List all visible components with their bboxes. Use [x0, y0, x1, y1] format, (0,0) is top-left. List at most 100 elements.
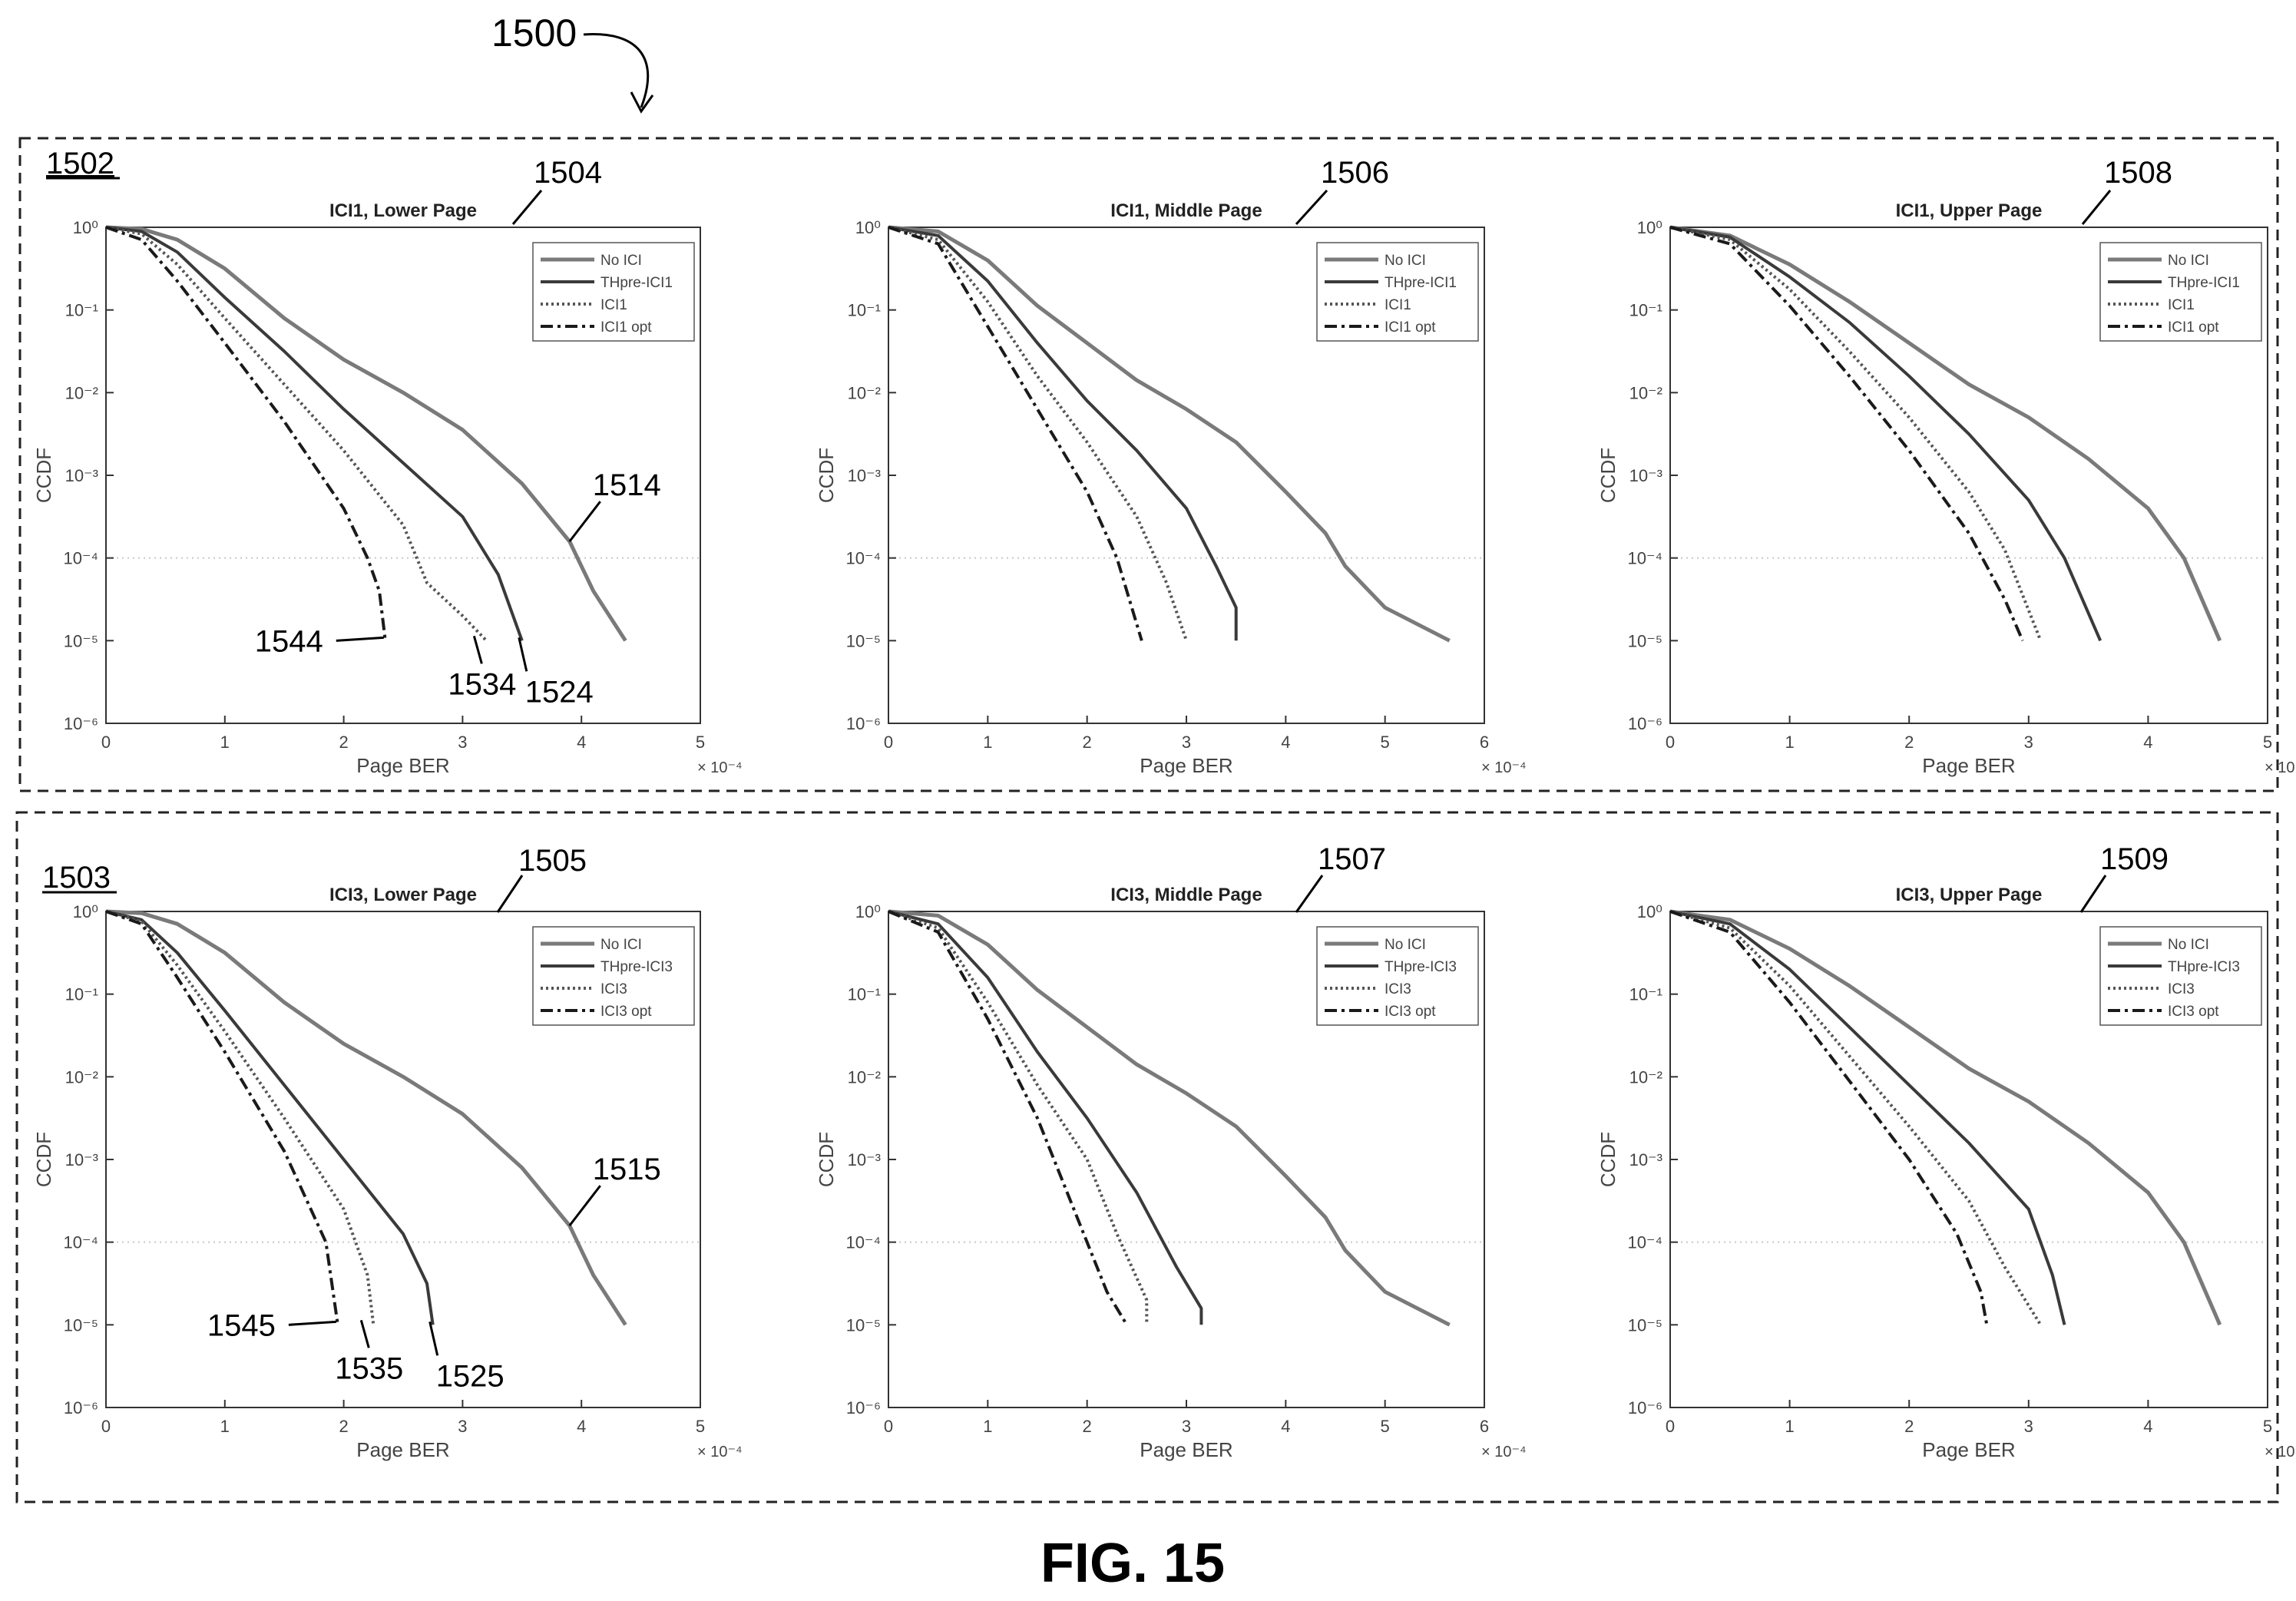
x-tick-label: 5	[696, 733, 705, 752]
series-line-thpre-ici3	[105, 910, 435, 1325]
legend-entry: THpre-ICI3	[2168, 959, 2240, 975]
y-tick-label: 10⁻⁶	[1628, 1398, 1662, 1417]
chart-panel-1506: 0 1 2 3 4 5 6 10⁰ 10⁻¹ 10⁻² 10⁻³ 10⁻⁴ 10⁻⁵ 10⁻⁶ Page B…	[815, 156, 1527, 777]
x-tick-label: 6	[1480, 733, 1489, 752]
x-tick-label: 0	[884, 733, 893, 752]
y-axis-label: CCDF	[815, 448, 838, 503]
x-axis-label: Page BER	[1140, 1438, 1232, 1461]
series-line-ici1	[105, 226, 488, 642]
legend-entry: No ICI	[2168, 937, 2209, 953]
chart-ref-leader	[2081, 190, 2112, 225]
y-tick-label: 10⁻²	[848, 383, 881, 402]
y-tick-label: 10⁻¹	[848, 301, 881, 320]
series-line-ici1	[1669, 226, 2043, 642]
series-line-ici1-opt	[105, 226, 387, 641]
series-line-no-ici	[888, 225, 1451, 643]
y-tick-label: 10⁰	[1637, 902, 1662, 921]
series-line-no-ici	[888, 909, 1451, 1327]
legend: No ICI THpre-ICI1 ICI1 ICI1 opt	[532, 242, 695, 342]
series-ref-leader	[568, 1185, 601, 1227]
chart-ref-label: 1509	[2100, 842, 2169, 876]
x-tick-label: 2	[1904, 733, 1914, 752]
legend: No ICI THpre-ICI3 ICI3 ICI3 opt	[1316, 926, 1479, 1026]
y-axis-label: CCDF	[815, 1132, 838, 1187]
y-tick-label: 10⁻³	[848, 1150, 881, 1169]
legend-entry: ICI1	[600, 297, 627, 313]
chart-ref-leader	[1295, 189, 1328, 226]
series-ref-leader	[518, 637, 528, 672]
chart-title: ICI3, Middle Page	[1110, 885, 1262, 905]
x-tick-label: 4	[2143, 1417, 2152, 1436]
x-tick-label: 1	[983, 1417, 992, 1436]
series-line-ici3	[1669, 910, 2043, 1326]
series-line-thpre-ici1	[105, 226, 524, 641]
y-tick-label: 10⁻¹	[1629, 301, 1662, 320]
series-line-ici3-opt	[105, 910, 339, 1325]
x-tick-label: 1	[1785, 733, 1794, 752]
y-tick-label: 10⁰	[855, 218, 881, 237]
x-tick-label: 2	[339, 733, 348, 752]
legend-entry: No ICI	[600, 253, 642, 269]
y-tick-label: 10⁻²	[1629, 1067, 1662, 1087]
y-tick-label: 10⁻¹	[65, 985, 98, 1004]
chart-title: ICI1, Lower Page	[329, 200, 477, 221]
series-line-thpre-ici3	[888, 910, 1203, 1325]
series-line-ici1	[888, 226, 1188, 641]
series-ref-leader	[336, 636, 384, 642]
legend-entry: ICI3 opt	[1385, 1004, 1436, 1020]
y-tick-label: 10⁰	[73, 902, 98, 921]
series-line-ici3-opt	[888, 910, 1129, 1326]
x-axis-label: Page BER	[1922, 1438, 2015, 1461]
series-ref-label: 1514	[593, 468, 661, 502]
x-multiplier: × 10⁻⁴	[1481, 759, 1527, 776]
y-tick-label: 10⁻³	[1629, 466, 1662, 485]
chart-ref-leader	[496, 875, 524, 913]
x-tick-label: 4	[1281, 1417, 1290, 1436]
series-line-ici3-opt	[1669, 910, 1989, 1325]
legend-entry: THpre-ICI3	[1385, 959, 1457, 975]
chart-ref-leader	[1295, 875, 1324, 913]
x-tick-label: 5	[1381, 1417, 1390, 1436]
y-tick-label: 10⁻²	[65, 383, 98, 402]
x-tick-label: 1	[220, 1417, 230, 1436]
x-tick-label: 0	[1666, 733, 1675, 752]
x-tick-label: 1	[983, 733, 992, 752]
series-line-thpre-ici3	[1669, 910, 2066, 1325]
y-tick-label: 10⁻²	[65, 1067, 98, 1087]
y-tick-label: 10⁻⁴	[63, 549, 98, 568]
legend-entry: ICI3	[1385, 981, 1411, 997]
series-line-ici3	[888, 910, 1149, 1325]
legend-entry: ICI3 opt	[600, 1004, 652, 1020]
chart-panel-1509: 0 1 2 3 4 5 10⁰ 10⁻¹ 10⁻² 10⁻³ 10⁻⁴ 10⁻⁵ 10⁻⁶ Page BE…	[1596, 842, 2296, 1461]
series-ref-label: 1534	[448, 667, 516, 701]
x-tick-label: 2	[339, 1417, 348, 1436]
group-box-1503	[15, 811, 2279, 1503]
x-axis-label: Page BER	[356, 754, 449, 777]
y-tick-label: 10⁻⁵	[1628, 631, 1662, 650]
y-tick-label: 10⁻³	[65, 466, 98, 485]
x-tick-label: 3	[2024, 1417, 2033, 1436]
y-tick-label: 10⁻³	[65, 1150, 98, 1169]
series-line-no-ici	[1669, 909, 2222, 1326]
x-multiplier: × 10⁻⁴	[697, 1444, 743, 1460]
legend-entry: No ICI	[600, 937, 642, 953]
legend-entry: THpre-ICI1	[2168, 275, 2240, 291]
chart-title: ICI3, Upper Page	[1896, 885, 2043, 905]
chart-ref-label: 1504	[534, 156, 602, 190]
x-tick-label: 3	[1182, 733, 1191, 752]
series-ref-leader	[472, 635, 483, 664]
y-tick-label: 10⁻⁶	[64, 714, 98, 733]
series-ref-label: 1515	[593, 1153, 661, 1186]
legend-entry: THpre-ICI1	[1385, 275, 1457, 291]
y-tick-label: 10⁻⁶	[1628, 714, 1662, 733]
chart-ref-label: 1505	[518, 844, 587, 878]
group-ref-1502: 1502	[46, 147, 114, 180]
y-tick-label: 10⁰	[1637, 218, 1662, 237]
legend-entry: ICI1	[2168, 297, 2195, 313]
y-tick-label: 10⁻¹	[1629, 985, 1662, 1004]
legend-entry: ICI3 opt	[2168, 1004, 2219, 1020]
series-ref-label: 1524	[525, 675, 594, 709]
group-box-1502	[18, 137, 2279, 792]
y-tick-label: 10⁻²	[1629, 383, 1662, 402]
series-line-ici1-opt	[888, 226, 1143, 641]
